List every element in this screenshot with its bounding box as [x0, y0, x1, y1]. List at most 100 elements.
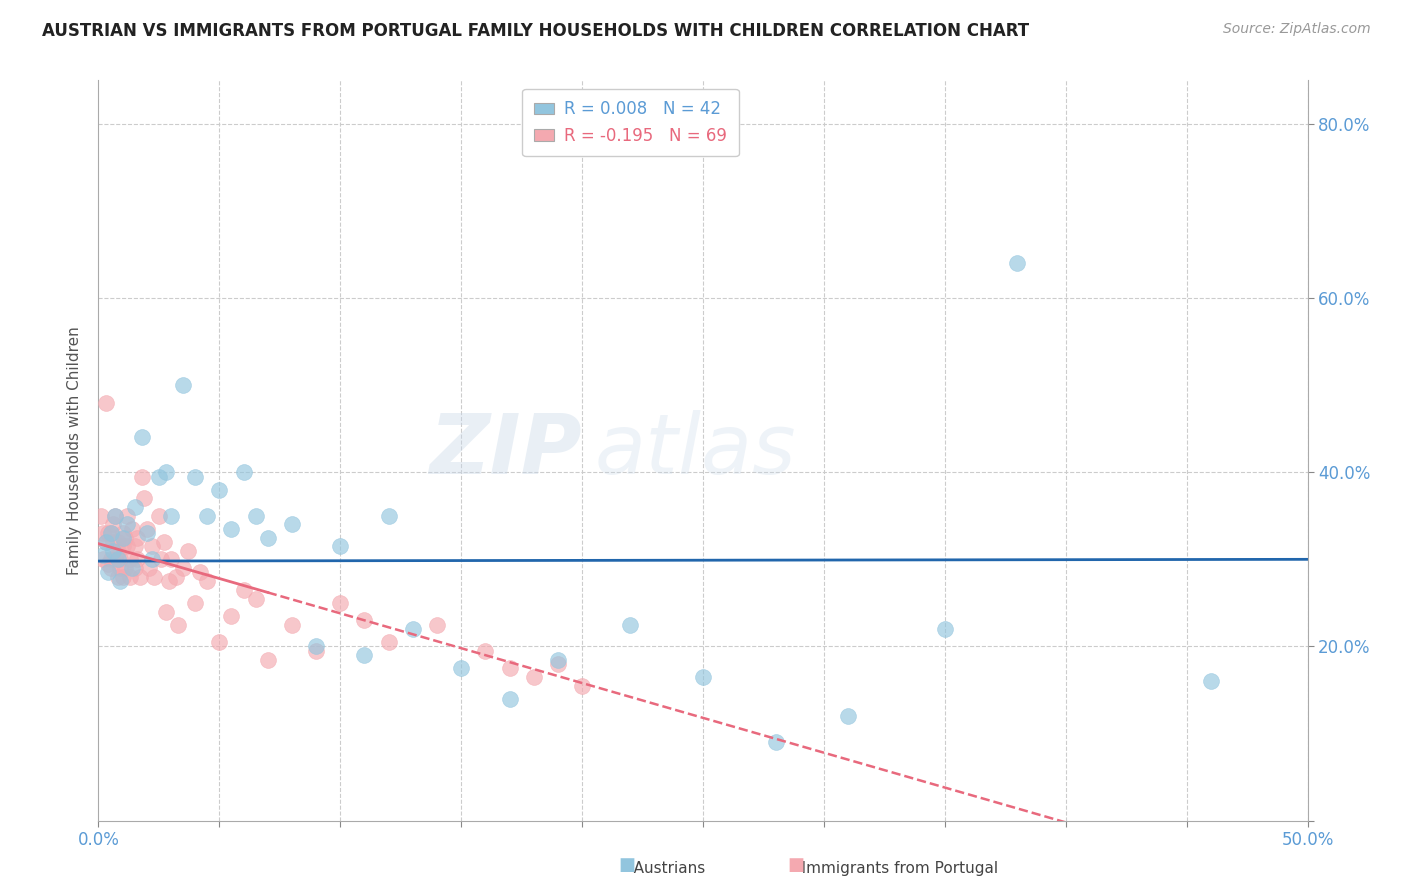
Point [94, 395, 117, 409]
Point [305, 640, 328, 654]
Point [172, 378, 194, 392]
Point [329, 539, 352, 553]
Point [281, 517, 304, 532]
Point [474, 644, 496, 658]
Text: ■: ■ [787, 856, 804, 874]
Point [177, 543, 200, 558]
Point [90, 508, 112, 523]
Point [934, 622, 956, 636]
Point [104, 508, 127, 523]
Point [232, 582, 254, 597]
Point [108, 574, 131, 588]
Point [104, 552, 127, 566]
Point [523, 670, 546, 684]
Point [100, 526, 122, 541]
Point [100, 561, 122, 575]
Point [107, 535, 129, 549]
Point [94, 535, 117, 549]
Point [377, 635, 399, 649]
Point [111, 531, 134, 545]
Point [221, 609, 243, 624]
Point [104, 508, 127, 523]
Point [114, 561, 136, 575]
Point [155, 605, 177, 619]
Point [692, 670, 714, 684]
Point [118, 552, 141, 566]
Point [107, 543, 129, 558]
Point [131, 430, 153, 444]
Point [167, 617, 190, 632]
Point [121, 522, 143, 536]
Point [1007, 256, 1029, 270]
Point [124, 561, 146, 575]
Point [143, 570, 166, 584]
Point [256, 652, 278, 666]
Point [498, 691, 520, 706]
Point [128, 570, 150, 584]
Point [111, 539, 134, 553]
Point [97, 566, 120, 580]
Point [208, 483, 231, 497]
Text: ■: ■ [619, 856, 636, 874]
Point [141, 539, 163, 553]
Point [619, 617, 641, 632]
Point [150, 552, 173, 566]
Text: Source: ZipAtlas.com: Source: ZipAtlas.com [1223, 22, 1371, 37]
Point [127, 552, 149, 566]
Point [108, 561, 131, 575]
Text: ZIP: ZIP [429, 410, 582, 491]
Point [135, 526, 157, 541]
Point [245, 508, 267, 523]
Point [118, 570, 141, 584]
Point [256, 531, 278, 545]
Point [498, 661, 520, 675]
Text: AUSTRIAN VS IMMIGRANTS FROM PORTUGAL FAMILY HOUSEHOLDS WITH CHILDREN CORRELATION: AUSTRIAN VS IMMIGRANTS FROM PORTUGAL FAM… [42, 22, 1029, 40]
Point [124, 539, 146, 553]
Point [221, 522, 243, 536]
Point [329, 596, 352, 610]
Point [111, 526, 134, 541]
Point [152, 535, 174, 549]
Point [188, 566, 211, 580]
Point [101, 535, 124, 549]
Point [1199, 674, 1222, 689]
Point [141, 552, 163, 566]
Point [305, 644, 328, 658]
Point [107, 570, 129, 584]
Point [100, 526, 122, 541]
Point [165, 570, 187, 584]
Point [101, 517, 124, 532]
Point [91, 526, 114, 541]
Point [121, 561, 143, 575]
Point [97, 526, 120, 541]
Point [208, 635, 231, 649]
Point [837, 709, 859, 723]
Point [97, 557, 120, 571]
Point [353, 648, 375, 662]
Point [124, 500, 146, 514]
Point [107, 552, 129, 566]
Point [101, 543, 124, 558]
Point [184, 469, 207, 483]
Point [450, 661, 472, 675]
Point [100, 552, 122, 566]
Point [160, 552, 183, 566]
Text: atlas: atlas [595, 410, 796, 491]
Point [108, 552, 131, 566]
Point [353, 613, 375, 627]
Point [232, 465, 254, 479]
Point [547, 652, 569, 666]
Point [91, 552, 114, 566]
Point [157, 574, 180, 588]
Point [148, 469, 170, 483]
Point [127, 531, 149, 545]
Point [571, 679, 593, 693]
Point [160, 508, 183, 523]
Point [184, 596, 207, 610]
Point [131, 469, 153, 483]
Point [426, 617, 449, 632]
Text: Immigrants from Portugal: Immigrants from Portugal [787, 861, 998, 876]
Point [195, 508, 218, 523]
Point [111, 570, 134, 584]
Text: Austrians: Austrians [619, 861, 704, 876]
